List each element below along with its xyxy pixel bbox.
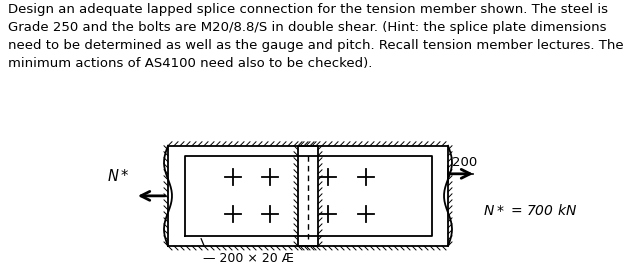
Text: 200: 200 (452, 156, 478, 169)
Text: $N*$ = 700 kN: $N*$ = 700 kN (483, 203, 577, 218)
Text: $N*$: $N*$ (106, 168, 129, 184)
Text: Design an adequate lapped splice connection for the tension member shown. The st: Design an adequate lapped splice connect… (8, 3, 623, 70)
Text: — 200 × 20 Æ: — 200 × 20 Æ (203, 252, 294, 264)
